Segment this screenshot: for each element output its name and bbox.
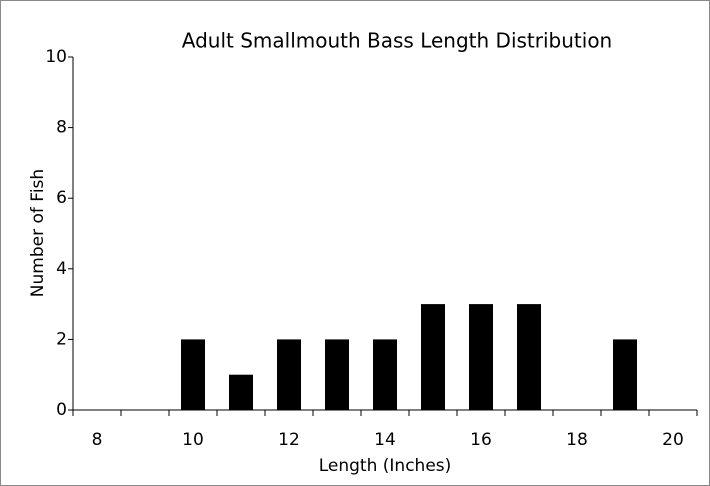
x-tick-label: 14: [374, 430, 396, 450]
chart-title: Adult Smallmouth Bass Length Distributio…: [182, 29, 612, 53]
bar: [613, 339, 637, 410]
bar: [325, 339, 349, 410]
bar: [181, 339, 205, 410]
x-tick-label: 10: [182, 430, 204, 450]
y-axis-label: Number of Fish: [28, 169, 48, 297]
y-tick-label: 10: [45, 47, 67, 67]
y-tick-label: 2: [56, 329, 67, 349]
y-tick-label: 0: [56, 400, 67, 420]
y-tick-label: 4: [56, 259, 67, 279]
x-tick-label: 8: [92, 430, 103, 450]
bar: [373, 339, 397, 410]
y-tick-label: 6: [56, 188, 67, 208]
bar: [421, 304, 445, 410]
x-tick-label: 12: [278, 430, 300, 450]
y-tick-label: 8: [56, 118, 67, 138]
bar: [229, 374, 253, 410]
x-tick-label: 18: [566, 430, 588, 450]
x-axis-label: Length (Inches): [319, 456, 452, 476]
bar: [277, 339, 301, 410]
x-tick-label: 16: [470, 430, 492, 450]
bar: [469, 304, 493, 410]
bar: [517, 304, 541, 410]
x-tick-label: 20: [662, 430, 684, 450]
